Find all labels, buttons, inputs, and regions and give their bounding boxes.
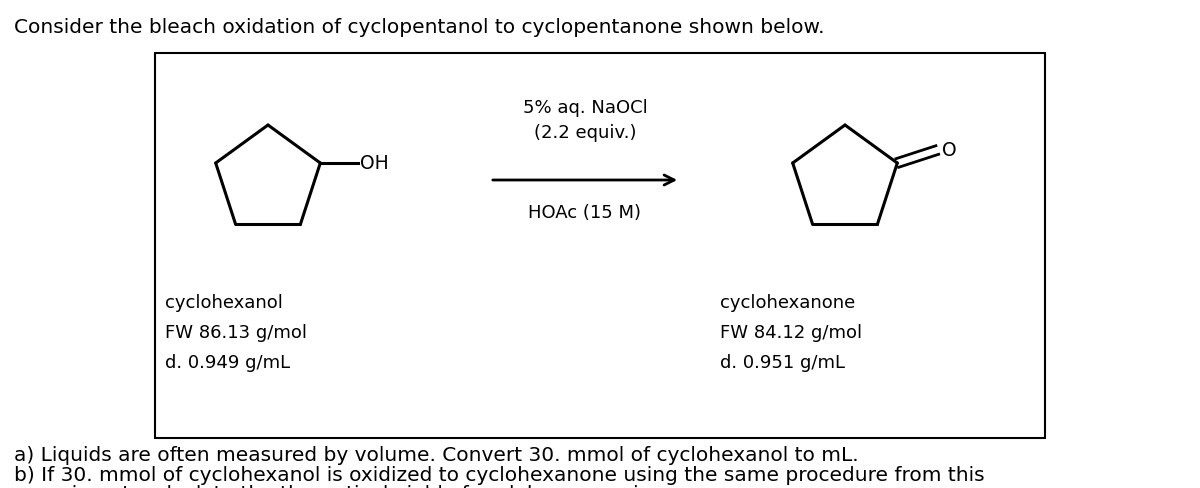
Text: HOAc (15 M): HOAc (15 M) <box>528 204 642 222</box>
Text: FW 86.13 g/mol: FW 86.13 g/mol <box>166 324 307 342</box>
Text: (2.2 equiv.): (2.2 equiv.) <box>534 124 636 142</box>
Text: a) Liquids are often measured by volume. Convert 30. mmol of cyclohexanol to mL.: a) Liquids are often measured by volume.… <box>14 446 859 465</box>
Text: O: O <box>942 141 956 160</box>
Text: FW 84.12 g/mol: FW 84.12 g/mol <box>720 324 862 342</box>
Text: d. 0.949 g/mL: d. 0.949 g/mL <box>166 354 290 372</box>
Text: d. 0.951 g/mL: d. 0.951 g/mL <box>720 354 845 372</box>
Text: experiment, calculate the theoretical yield of cyclohexanone in grams.: experiment, calculate the theoretical yi… <box>14 485 728 488</box>
Text: 5% aq. NaOCl: 5% aq. NaOCl <box>523 99 647 117</box>
Text: b) If 30. mmol of cyclohexanol is oxidized to cyclohexanone using the same proce: b) If 30. mmol of cyclohexanol is oxidiz… <box>14 466 985 485</box>
Text: cyclohexanone: cyclohexanone <box>720 294 856 312</box>
Bar <box>155 53 1045 438</box>
Text: OH: OH <box>360 154 389 172</box>
Text: cyclohexanol: cyclohexanol <box>166 294 283 312</box>
Text: Consider the bleach oxidation of cyclopentanol to cyclopentanone shown below.: Consider the bleach oxidation of cyclope… <box>14 18 824 37</box>
